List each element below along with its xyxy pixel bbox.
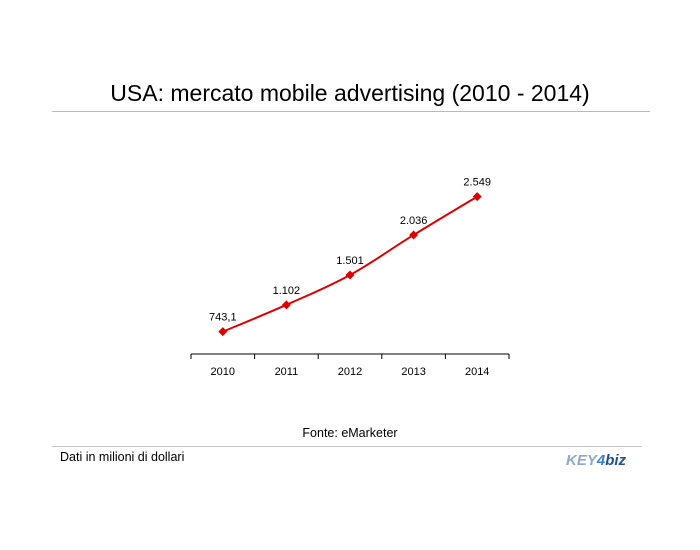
source-label: Fonte: eMarketer <box>302 426 398 440</box>
data-point-2013 <box>409 230 419 240</box>
logo-part3: biz <box>605 452 627 469</box>
data-point-2010 <box>218 327 228 337</box>
data-label-2012: 1.501 <box>336 255 364 267</box>
data-point-2012 <box>345 270 355 280</box>
x-tick-label-2012: 2012 <box>338 366 362 378</box>
data-point-2014 <box>472 192 482 202</box>
logo-part1: KEY <box>566 452 597 469</box>
data-point-2011 <box>281 300 291 310</box>
key4biz-logo: KEY4biz <box>566 452 626 469</box>
title-divider <box>52 111 650 112</box>
logo-part2: 4 <box>596 452 606 469</box>
units-note: Dati in milioni di dollari <box>60 450 185 464</box>
data-label-2011: 1.102 <box>273 285 301 297</box>
footer-divider <box>52 446 642 447</box>
data-label-2013: 2.036 <box>400 215 428 227</box>
chart-title: USA: mercato mobile advertising (2010 - … <box>110 80 590 106</box>
data-label-2014: 2.549 <box>463 177 491 189</box>
data-label-2010: 743,1 <box>209 312 237 324</box>
x-tick-label-2014: 2014 <box>465 366 489 378</box>
x-tick-label-2013: 2013 <box>401 366 425 378</box>
x-tick-label-2010: 2010 <box>211 366 235 378</box>
x-tick-label-2011: 2011 <box>275 366 299 378</box>
